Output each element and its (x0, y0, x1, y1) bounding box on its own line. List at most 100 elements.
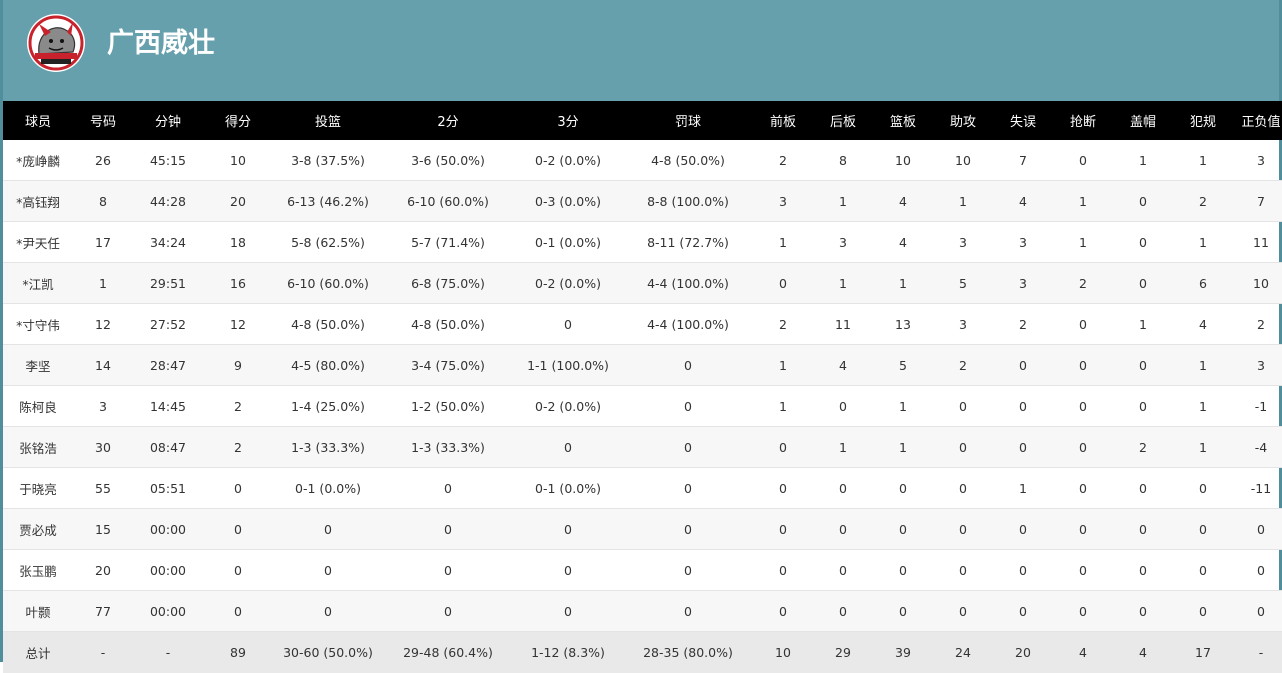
stat-cell-number: 15 (73, 509, 133, 550)
column-header-minutes[interactable]: 分钟 (133, 101, 203, 140)
stat-cell-reb: 4 (873, 181, 933, 222)
total-cell-oreb: 10 (753, 632, 813, 673)
stat-cell-ft: 0 (623, 591, 753, 632)
stat-cell-minutes: 00:00 (133, 509, 203, 550)
stat-cell-three-pt: 0-2 (0.0%) (513, 263, 623, 304)
stat-cell-oreb: 0 (753, 550, 813, 591)
stat-cell-dreb: 1 (813, 181, 873, 222)
column-header-number[interactable]: 号码 (73, 101, 133, 140)
player-name-cell[interactable]: 张铭浩 (3, 427, 73, 468)
stat-cell-stl: 0 (1053, 427, 1113, 468)
stat-cell-blk: 0 (1113, 263, 1173, 304)
stat-cell-two-pt: 1-2 (50.0%) (383, 386, 513, 427)
stat-cell-blk: 0 (1113, 386, 1173, 427)
total-cell-number: - (73, 632, 133, 673)
stat-cell-number: 30 (73, 427, 133, 468)
stat-cell-blk: 0 (1113, 509, 1173, 550)
stat-cell-minutes: 29:51 (133, 263, 203, 304)
stat-cell-stl: 0 (1053, 386, 1113, 427)
column-header-reb[interactable]: 篮板 (873, 101, 933, 140)
player-name-cell[interactable]: 于晓亮 (3, 468, 73, 509)
stat-cell-fg: 6-10 (60.0%) (273, 263, 383, 304)
stat-cell-reb: 1 (873, 263, 933, 304)
player-name-cell[interactable]: 李坚 (3, 345, 73, 386)
total-label: 总计 (3, 632, 73, 673)
stat-cell-ft: 8-11 (72.7%) (623, 222, 753, 263)
player-name-cell[interactable]: 张玉鹏 (3, 550, 73, 591)
column-header-plus-minus[interactable]: 正负值 (1233, 101, 1282, 140)
column-header-blk[interactable]: 盖帽 (1113, 101, 1173, 140)
column-header-points[interactable]: 得分 (203, 101, 273, 140)
stat-cell-two-pt: 1-3 (33.3%) (383, 427, 513, 468)
stat-cell-oreb: 1 (753, 222, 813, 263)
stat-cell-stl: 0 (1053, 468, 1113, 509)
column-header-pf[interactable]: 犯规 (1173, 101, 1233, 140)
stat-cell-three-pt: 1-1 (100.0%) (513, 345, 623, 386)
stat-cell-stl: 1 (1053, 222, 1113, 263)
stat-cell-pf: 2 (1173, 181, 1233, 222)
stat-cell-ast: 0 (933, 468, 993, 509)
rhino-logo-icon (27, 14, 85, 72)
player-name-cell[interactable]: 叶颢 (3, 591, 73, 632)
stat-cell-dreb: 0 (813, 591, 873, 632)
column-header-stl[interactable]: 抢断 (1053, 101, 1113, 140)
stat-cell-dreb: 11 (813, 304, 873, 345)
stat-cell-plus-minus: 7 (1233, 181, 1282, 222)
stat-cell-reb: 0 (873, 468, 933, 509)
stat-cell-oreb: 1 (753, 386, 813, 427)
stat-cell-number: 17 (73, 222, 133, 263)
stat-cell-ft: 0 (623, 427, 753, 468)
player-name-cell[interactable]: 陈柯良 (3, 386, 73, 427)
stat-cell-two-pt: 6-10 (60.0%) (383, 181, 513, 222)
column-header-player[interactable]: 球员 (3, 101, 73, 140)
stat-cell-minutes: 08:47 (133, 427, 203, 468)
column-header-fg[interactable]: 投篮 (273, 101, 383, 140)
stat-cell-points: 9 (203, 345, 273, 386)
column-header-dreb[interactable]: 后板 (813, 101, 873, 140)
stat-cell-three-pt: 0 (513, 550, 623, 591)
stat-cell-plus-minus: 0 (1233, 591, 1282, 632)
stat-cell-ast: 0 (933, 550, 993, 591)
stat-cell-stl: 0 (1053, 140, 1113, 181)
stat-cell-blk: 0 (1113, 591, 1173, 632)
stat-cell-two-pt: 6-8 (75.0%) (383, 263, 513, 304)
stat-cell-blk: 0 (1113, 181, 1173, 222)
stat-cell-oreb: 0 (753, 591, 813, 632)
column-header-tov[interactable]: 失误 (993, 101, 1053, 140)
player-name-cell[interactable]: *高钰翔 (3, 181, 73, 222)
stat-cell-tov: 0 (993, 386, 1053, 427)
stat-cell-three-pt: 0 (513, 427, 623, 468)
stat-cell-ast: 5 (933, 263, 993, 304)
column-header-oreb[interactable]: 前板 (753, 101, 813, 140)
stat-cell-blk: 0 (1113, 345, 1173, 386)
stat-cell-reb: 5 (873, 345, 933, 386)
column-header-ast[interactable]: 助攻 (933, 101, 993, 140)
player-name-cell[interactable]: *庞峥麟 (3, 140, 73, 181)
column-header-two-pt[interactable]: 2分 (383, 101, 513, 140)
total-cell-reb: 39 (873, 632, 933, 673)
stat-cell-pf: 0 (1173, 550, 1233, 591)
player-name-cell[interactable]: *寸守伟 (3, 304, 73, 345)
stat-cell-ft: 0 (623, 345, 753, 386)
stat-cell-points: 2 (203, 427, 273, 468)
stat-cell-pf: 0 (1173, 591, 1233, 632)
player-name-cell[interactable]: 贾必成 (3, 509, 73, 550)
total-cell-points: 89 (203, 632, 273, 673)
player-name-cell[interactable]: *尹天任 (3, 222, 73, 263)
stat-cell-plus-minus: 3 (1233, 140, 1282, 181)
player-name-cell[interactable]: *江凯 (3, 263, 73, 304)
column-header-three-pt[interactable]: 3分 (513, 101, 623, 140)
total-cell-dreb: 29 (813, 632, 873, 673)
stat-cell-stl: 0 (1053, 550, 1113, 591)
stat-cell-tov: 4 (993, 181, 1053, 222)
total-cell-three-pt: 1-12 (8.3%) (513, 632, 623, 673)
column-header-ft[interactable]: 罚球 (623, 101, 753, 140)
stat-cell-plus-minus: 0 (1233, 550, 1282, 591)
stat-cell-two-pt: 5-7 (71.4%) (383, 222, 513, 263)
